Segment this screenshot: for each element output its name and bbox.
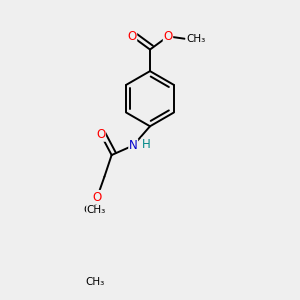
Text: CH₃: CH₃ bbox=[84, 205, 103, 215]
Text: O: O bbox=[96, 128, 106, 141]
Text: O: O bbox=[128, 30, 136, 43]
Text: O: O bbox=[93, 190, 102, 203]
Text: H: H bbox=[142, 138, 151, 151]
Text: CH₃: CH₃ bbox=[186, 34, 205, 44]
Text: N: N bbox=[129, 139, 138, 152]
Text: CH₃: CH₃ bbox=[87, 205, 106, 215]
Text: O: O bbox=[164, 30, 172, 43]
Text: CH₃: CH₃ bbox=[85, 277, 104, 287]
